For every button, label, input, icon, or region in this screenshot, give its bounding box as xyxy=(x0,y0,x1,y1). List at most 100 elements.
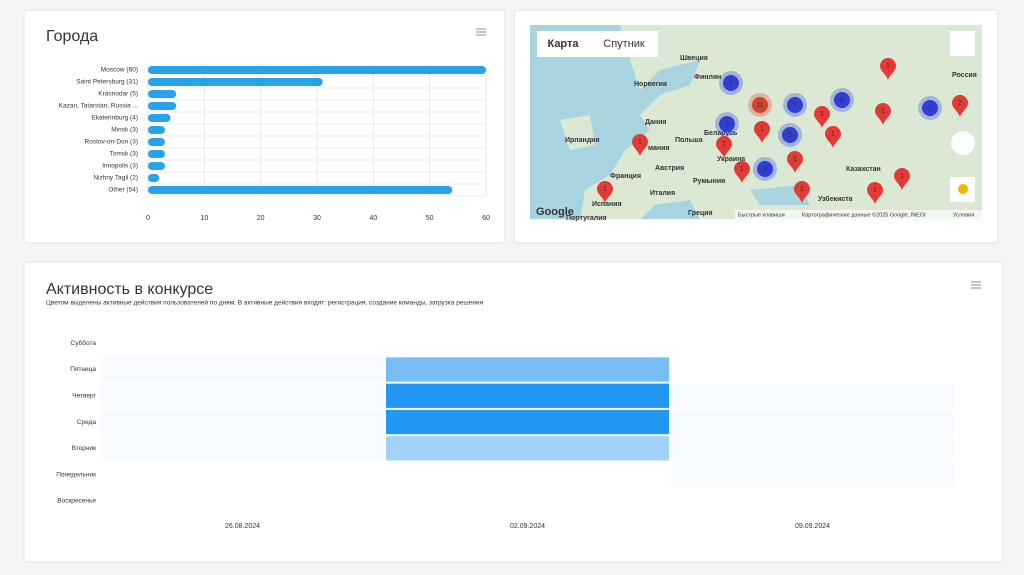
place-label: Россия xyxy=(952,72,977,79)
heat-cell[interactable] xyxy=(671,409,954,435)
marker-count: 3 xyxy=(763,166,767,173)
place-label: Казахстан xyxy=(846,166,881,173)
marker-count: 1 xyxy=(760,126,764,133)
bar[interactable] xyxy=(148,114,171,122)
y-tick-label: Четверг xyxy=(72,392,96,399)
cluster[interactable] xyxy=(723,75,739,91)
map-pin[interactable] xyxy=(894,168,910,190)
y-tick-label: Понедельник xyxy=(56,471,96,478)
heat-cell[interactable] xyxy=(386,436,669,461)
y-tick-label: Ekaterinburg (4) xyxy=(91,115,138,122)
map-pin[interactable] xyxy=(867,182,883,204)
bar[interactable] xyxy=(148,102,177,110)
y-tick-label: Minsk (3) xyxy=(111,127,138,134)
marker-count: 7 xyxy=(793,102,797,109)
y-tick-label: Вторник xyxy=(72,445,96,452)
heat-cell[interactable] xyxy=(101,383,384,408)
pegman-icon xyxy=(958,184,968,194)
marker-count: 1 xyxy=(886,63,890,70)
map-pin[interactable] xyxy=(754,121,770,143)
cluster[interactable] xyxy=(922,100,938,116)
cluster[interactable] xyxy=(834,92,850,108)
place-label: Узбекиста xyxy=(818,195,853,203)
heat-cell[interactable] xyxy=(101,436,384,461)
marker-count: 11 xyxy=(756,102,763,109)
menu-icon[interactable] xyxy=(476,28,486,36)
bar[interactable] xyxy=(148,66,486,74)
map-pin[interactable] xyxy=(875,103,891,125)
place-label: Норвегия xyxy=(634,81,667,88)
place-label: мания xyxy=(648,145,670,152)
map-pin[interactable] xyxy=(794,181,810,203)
heat-cell[interactable] xyxy=(671,436,954,461)
place-label: Румыния xyxy=(693,178,725,185)
cluster[interactable] xyxy=(752,97,768,113)
x-tick-label: 0 xyxy=(146,215,150,222)
pan-control[interactable] xyxy=(951,131,975,155)
y-tick-label: Tomsk (3) xyxy=(109,151,138,158)
place-label: Финлян xyxy=(694,74,721,81)
map-footer-text: Картографические данные ©2025 Google, IN… xyxy=(802,211,926,218)
map-pin[interactable] xyxy=(880,58,896,80)
map-tabs xyxy=(537,31,658,57)
heat-cell[interactable] xyxy=(671,462,954,487)
bar[interactable] xyxy=(148,90,177,98)
x-tick-label: 09.09.2024 xyxy=(795,523,830,530)
marker-count: 3 xyxy=(788,132,792,139)
bar[interactable] xyxy=(148,78,323,86)
map-footer-text[interactable]: Быстрые клавиши xyxy=(738,212,785,218)
place-label: Ирландия xyxy=(565,137,600,144)
place-label: Австрия xyxy=(655,165,684,172)
cluster[interactable] xyxy=(719,116,735,132)
chart-subtitle: Цветом выделены активные действия пользо… xyxy=(46,299,483,307)
y-tick-label: Other (54) xyxy=(108,187,138,194)
heat-cell[interactable] xyxy=(386,383,669,408)
marker-count: 1 xyxy=(793,156,797,163)
marker-count: 1 xyxy=(873,187,877,194)
bar[interactable] xyxy=(148,162,165,170)
heat-cell[interactable] xyxy=(386,357,669,382)
menu-icon[interactable] xyxy=(971,281,981,289)
cluster[interactable] xyxy=(757,161,773,177)
bar[interactable] xyxy=(148,126,165,134)
x-tick-label: 60 xyxy=(482,215,490,222)
place-label: Италия xyxy=(650,190,675,197)
place-label: Франция xyxy=(610,173,641,180)
marker-count: 2 xyxy=(729,80,733,87)
map-pin[interactable] xyxy=(825,126,841,148)
y-tick-label: Среда xyxy=(77,419,97,426)
heat-cell[interactable] xyxy=(386,409,669,435)
y-tick-label: Воскресенье xyxy=(57,498,96,505)
map-footer-text[interactable]: Условия xyxy=(953,212,974,218)
bar[interactable] xyxy=(148,138,165,146)
map-pin[interactable] xyxy=(716,136,732,158)
cluster[interactable] xyxy=(782,127,798,143)
map-tab[interactable]: Карта xyxy=(547,38,579,50)
marker-count: 3 xyxy=(928,105,932,112)
marker-count: 1 xyxy=(881,108,885,115)
bar[interactable] xyxy=(148,174,160,182)
map-pin[interactable] xyxy=(632,134,648,156)
map-pin[interactable] xyxy=(597,181,613,203)
map-pin[interactable] xyxy=(952,95,968,117)
map-pin[interactable] xyxy=(814,106,830,128)
map-tab[interactable]: Спутник xyxy=(603,38,645,50)
cluster[interactable] xyxy=(787,97,803,113)
map-pin[interactable] xyxy=(787,151,803,173)
heat-cell[interactable] xyxy=(101,409,384,435)
bar[interactable] xyxy=(148,150,165,158)
heat-cell[interactable] xyxy=(101,357,384,382)
x-tick-label: 10 xyxy=(200,215,208,222)
map[interactable]: Карта Спутник Швеция Финлян Норвегия Рос… xyxy=(530,25,982,222)
bar[interactable] xyxy=(148,186,453,194)
y-tick-label: Rostov-on-Don (3) xyxy=(85,139,138,146)
fullscreen-button[interactable] xyxy=(950,31,975,56)
marker-count: 1 xyxy=(603,186,607,193)
heat-cell[interactable] xyxy=(671,383,954,408)
map-pin[interactable] xyxy=(734,161,750,183)
place-label: Швеция xyxy=(680,55,708,62)
y-tick-label: Kazan, Tatarstan, Russia ... xyxy=(59,103,139,110)
marker-count: 1 xyxy=(740,166,744,173)
marker-count: 1 xyxy=(638,139,642,146)
